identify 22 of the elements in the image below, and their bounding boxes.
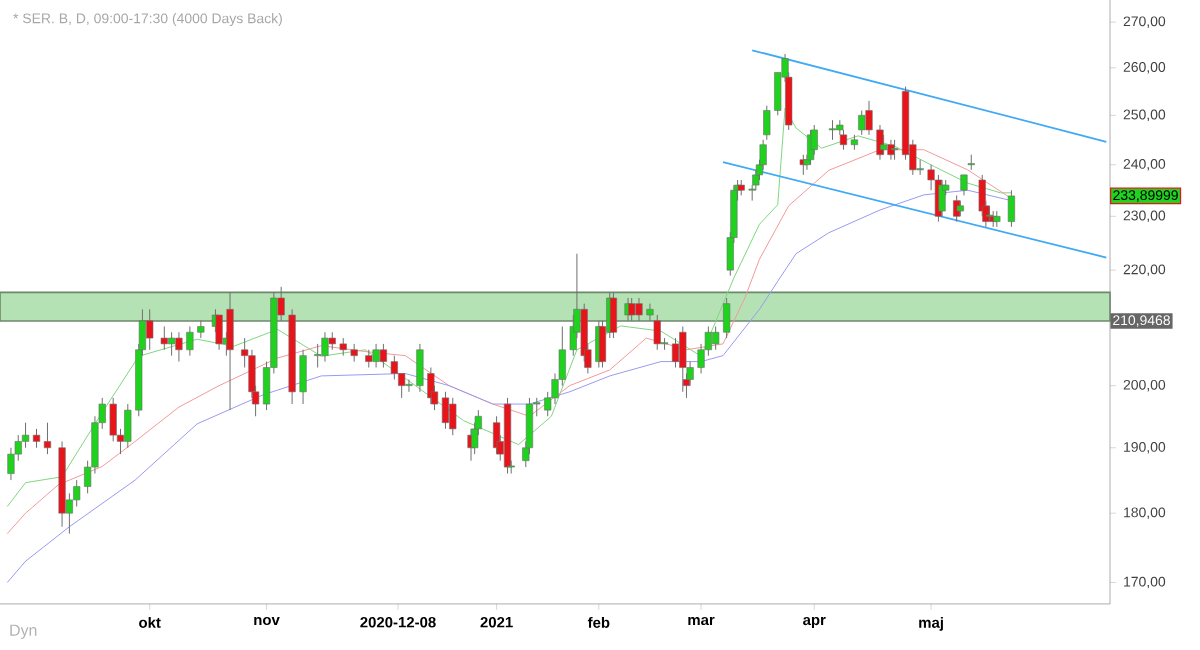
candlestick (671, 337, 680, 369)
candlestick (679, 325, 687, 393)
candlestick (1007, 189, 1016, 228)
candlestick (960, 174, 968, 196)
candlestick (858, 109, 866, 136)
candlestick (168, 331, 176, 357)
candlestick (372, 343, 380, 369)
candlestick (449, 397, 457, 436)
candlestick (759, 139, 767, 171)
line-series (6, 107, 1012, 508)
candlestick (146, 308, 154, 351)
candlestick (43, 422, 52, 455)
candlestick (32, 428, 41, 449)
candlestick (828, 119, 837, 141)
candlestick (441, 391, 450, 430)
candlestick (880, 134, 888, 156)
candlestick (160, 325, 168, 351)
candlestick (887, 139, 895, 161)
candlestick (321, 331, 329, 363)
candlestick (628, 297, 636, 322)
candlestick (314, 343, 322, 369)
candlestick (810, 124, 818, 156)
